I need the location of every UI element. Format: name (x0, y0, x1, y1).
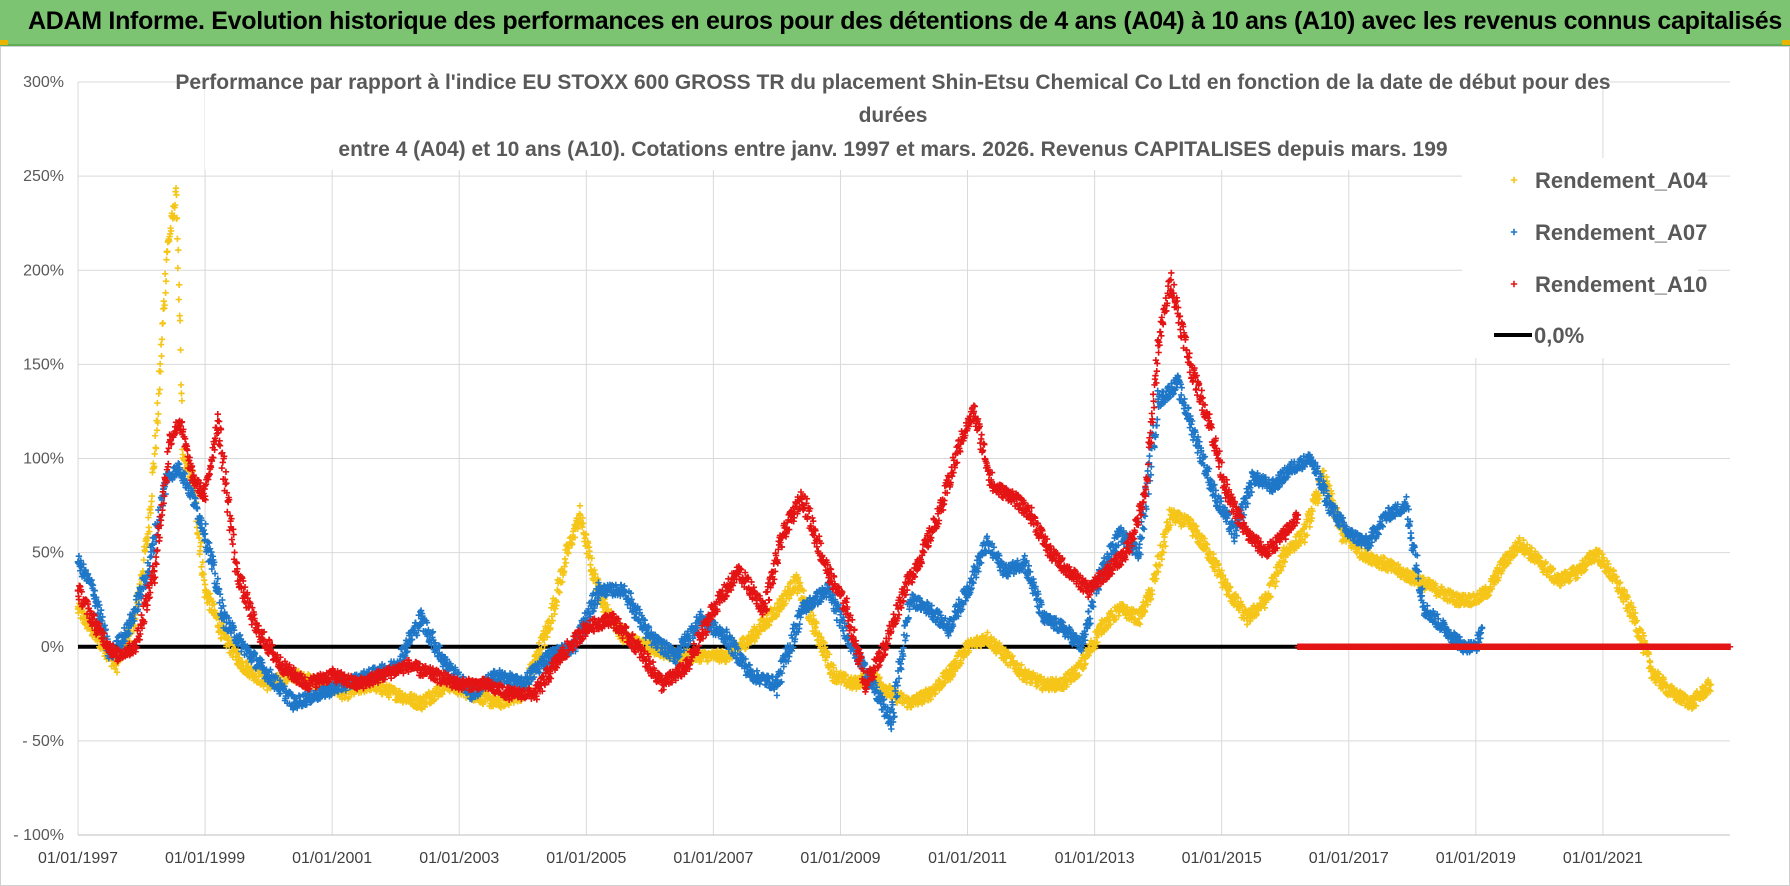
data-point (113, 638, 121, 645)
banner-accent-left (0, 40, 8, 45)
data-point (236, 654, 243, 662)
x-tick-label: 01/01/2009 (800, 850, 880, 867)
x-tick-label: 01/01/1999 (165, 850, 245, 867)
data-point (113, 669, 121, 676)
data-point (140, 556, 148, 564)
data-point (163, 248, 171, 255)
data-point (177, 381, 185, 389)
y-tick-label: - 50% (22, 733, 64, 750)
data-point (200, 571, 207, 578)
data-point (157, 341, 165, 348)
y-tick-label: 300% (23, 74, 64, 91)
data-point (176, 281, 183, 289)
data-point (161, 270, 169, 278)
y-tick-label: 100% (23, 451, 64, 468)
data-point (576, 502, 584, 510)
chart-points (74, 185, 1734, 733)
data-point (156, 386, 163, 393)
data-point (195, 534, 203, 542)
y-tick-label: - 100% (13, 827, 64, 844)
x-tick-label: 01/01/2021 (1563, 850, 1643, 867)
y-tick-label: 0% (41, 639, 64, 656)
data-point (157, 368, 164, 375)
data-point (176, 317, 184, 324)
x-tick-label: 01/01/2001 (292, 850, 372, 867)
y-tick-label: 250% (23, 168, 64, 185)
banner-accent-right (1782, 40, 1790, 45)
data-point (152, 445, 160, 452)
data-point (163, 256, 170, 263)
data-point (174, 235, 181, 242)
banner-title: ADAM Informe. Evolution historique des p… (28, 7, 1782, 35)
x-tick-label: 01/01/2003 (419, 850, 499, 867)
data-point (151, 450, 158, 458)
x-tick-label: 01/01/2019 (1436, 850, 1516, 867)
x-axis-ticks: 01/01/1997 01/01/1999 01/01/2001 01/01/2003… (38, 850, 1643, 867)
data-point (148, 498, 155, 505)
data-point (148, 492, 156, 500)
y-tick-label: 150% (23, 356, 64, 373)
y-axis-ticks: - 100% - 50% 0% 50% 100% 150% 200% 250% 300% (13, 74, 64, 844)
x-tick-label: 01/01/2015 (1182, 850, 1262, 867)
y-tick-label: 50% (32, 545, 64, 562)
data-point (171, 201, 179, 209)
data-point (587, 561, 594, 568)
data-point (202, 520, 209, 528)
data-point (239, 658, 246, 665)
data-point (160, 297, 167, 305)
data-point (177, 346, 184, 354)
data-point (159, 319, 167, 327)
data-point (167, 227, 175, 235)
data-point (561, 555, 569, 563)
data-point (155, 390, 162, 397)
data-point (1156, 562, 1164, 569)
data-point (161, 301, 168, 309)
data-point (175, 296, 182, 303)
data-point (155, 410, 162, 418)
data-point (173, 191, 180, 199)
data-point (210, 600, 218, 608)
x-tick-label: 01/01/2011 (928, 850, 1007, 867)
data-point (199, 558, 207, 566)
data-point (197, 539, 205, 546)
data-point (147, 509, 154, 517)
x-tick-label: 01/01/2013 (1055, 850, 1135, 867)
data-point (154, 399, 161, 407)
y-tick-label: 200% (23, 262, 64, 279)
x-tick-label: 01/01/2005 (546, 850, 626, 867)
data-point (151, 432, 159, 439)
x-tick-label: 01/01/1997 (38, 850, 118, 867)
x-tick-label: 01/01/2007 (673, 850, 753, 867)
data-point (562, 559, 570, 567)
data-point (141, 548, 149, 555)
data-point (162, 289, 169, 297)
data-point (175, 246, 182, 254)
data-point (198, 563, 205, 571)
data-point (156, 360, 164, 368)
data-point (153, 427, 161, 434)
title-banner: ADAM Informe. Evolution historique des p… (0, 0, 1790, 46)
data-point (201, 581, 209, 588)
data-point (162, 277, 170, 285)
data-point (173, 214, 181, 222)
data-point (178, 390, 185, 397)
data-point (172, 185, 180, 192)
data-point (178, 397, 186, 404)
data-point (158, 336, 166, 343)
data-point (166, 230, 174, 238)
data-point (145, 514, 152, 521)
data-point (158, 352, 165, 360)
data-point (174, 264, 182, 272)
data-point (200, 577, 208, 584)
data-point (151, 463, 158, 470)
data-point (146, 554, 154, 561)
x-tick-label: 01/01/2017 (1309, 850, 1389, 867)
